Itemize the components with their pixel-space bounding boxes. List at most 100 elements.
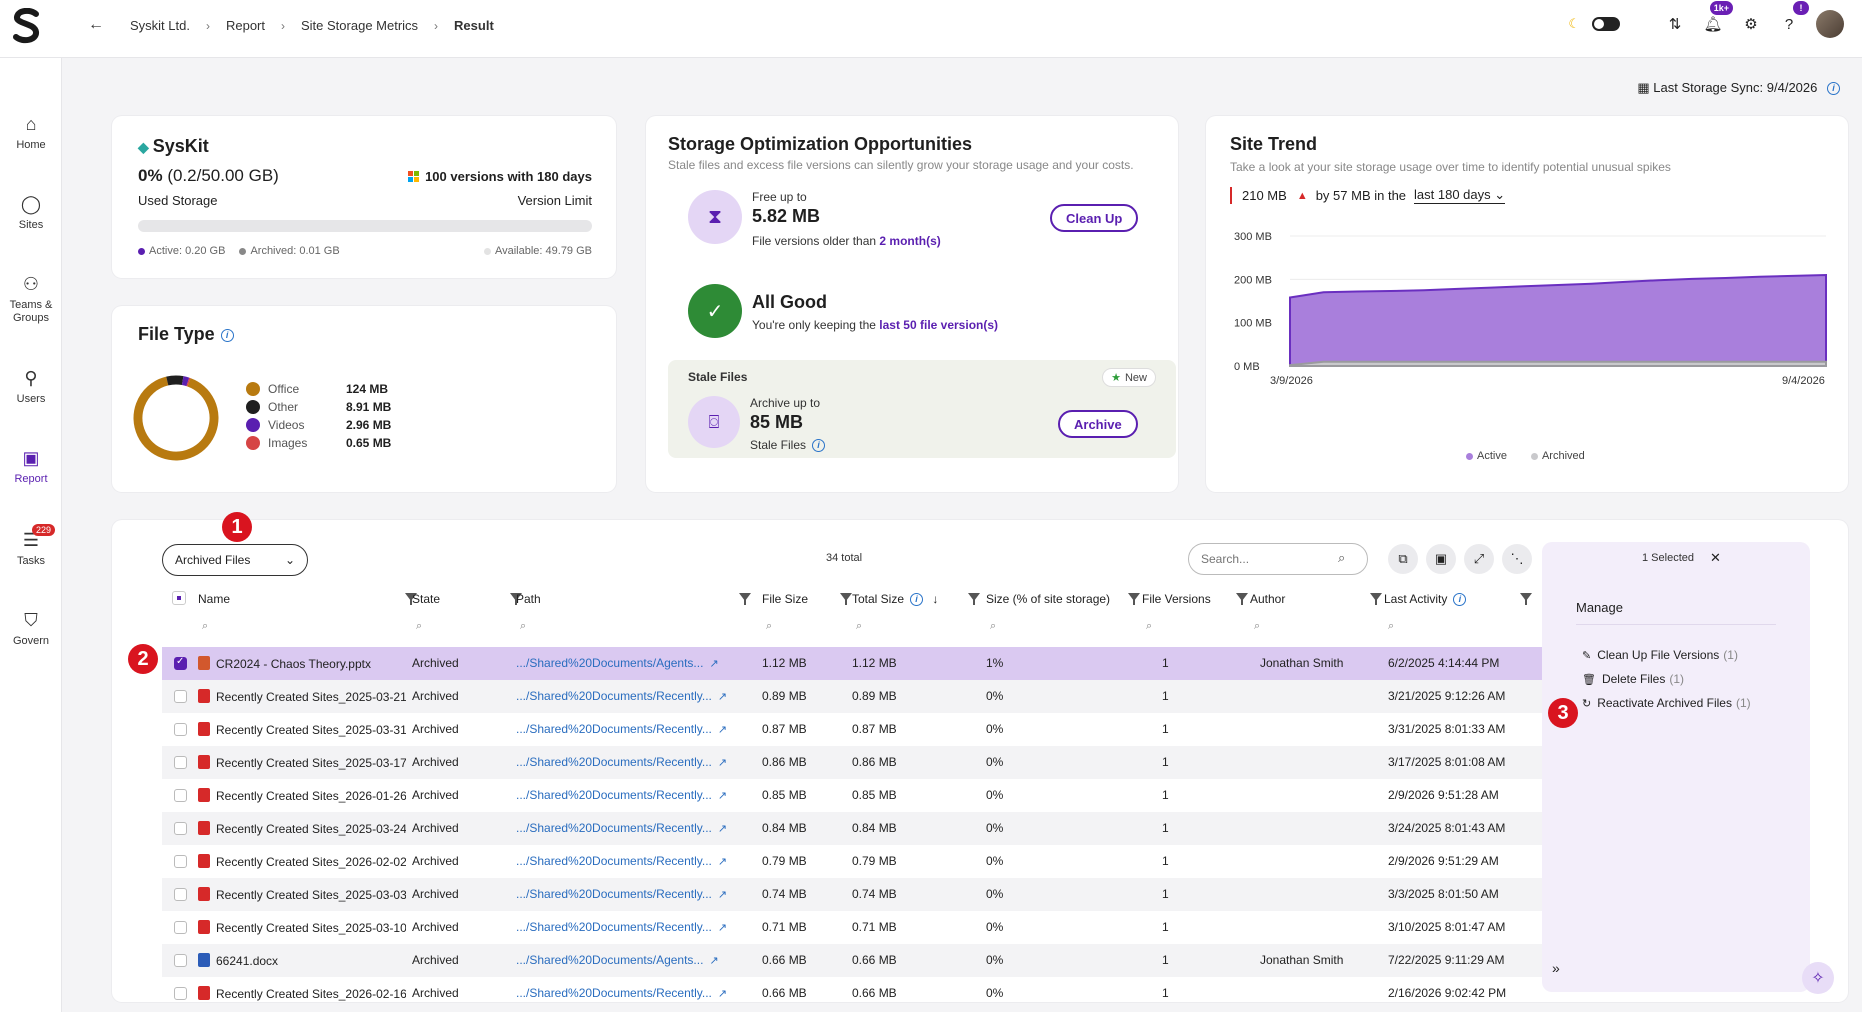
- save-icon[interactable]: ▣: [1426, 544, 1456, 574]
- cell-path[interactable]: .../Shared%20Documents/Recently... ↗: [516, 821, 728, 835]
- cell-name[interactable]: Recently Created Sites_2025-03-17.pd: [198, 755, 406, 770]
- sidebar-item-sites[interactable]: ◯ Sites: [0, 194, 62, 231]
- info-icon[interactable]: i: [910, 593, 924, 607]
- row-checkbox[interactable]: [174, 921, 187, 934]
- column-total-size[interactable]: Total Size i ↓: [852, 592, 939, 607]
- cell-path[interactable]: .../Shared%20Documents/Recently... ↗: [516, 920, 728, 934]
- cell-path[interactable]: .../Shared%20Documents/Recently... ↗: [516, 887, 728, 901]
- external-link-icon[interactable]: ↗: [717, 988, 728, 1000]
- external-link-icon[interactable]: ↗: [717, 790, 728, 802]
- reactivate-archived-action[interactable]: ↻ Reactivate Archived Files (1): [1582, 696, 1751, 710]
- sync-arrows-icon[interactable]: ⇅: [1668, 16, 1682, 33]
- column-search-icon[interactable]: ⌕: [1254, 620, 1261, 632]
- table-row[interactable]: Recently Created Sites_2025-03-03.pd Arch…: [162, 878, 1642, 911]
- delete-files-action[interactable]: 🗑︎ Delete Files (1): [1582, 672, 1684, 686]
- row-checkbox[interactable]: [174, 855, 187, 868]
- close-icon[interactable]: ✕: [1710, 550, 1721, 565]
- view-dropdown[interactable]: Archived Files ⌄: [162, 544, 308, 576]
- table-row[interactable]: Recently Created Sites_2026-02-16.pd Arch…: [162, 977, 1642, 1010]
- info-icon[interactable]: i: [220, 328, 234, 342]
- external-link-icon[interactable]: ↗: [717, 724, 728, 736]
- column-search-icon[interactable]: ⌕: [520, 620, 527, 632]
- filter-icon[interactable]: [1236, 593, 1248, 605]
- cell-name[interactable]: Recently Created Sites_2026-01-26.pd: [198, 788, 406, 803]
- column-file-size[interactable]: File Size: [762, 592, 809, 606]
- column-file-versions[interactable]: File Versions: [1142, 592, 1211, 606]
- breadcrumb-item-metrics[interactable]: Site Storage Metrics: [301, 18, 419, 33]
- cell-path[interactable]: .../Shared%20Documents/Recently... ↗: [516, 755, 728, 769]
- column-path[interactable]: Path: [516, 592, 541, 606]
- external-link-icon[interactable]: ↗: [717, 823, 728, 835]
- row-checkbox[interactable]: [174, 789, 187, 802]
- table-row[interactable]: 66241.docx Archived .../Shared%20Documents…: [162, 944, 1642, 977]
- cell-name[interactable]: Recently Created Sites_2025-03-31.pd: [198, 722, 406, 737]
- column-state[interactable]: State: [412, 592, 441, 606]
- cell-path[interactable]: .../Shared%20Documents/Agents... ↗: [516, 953, 719, 967]
- cell-name[interactable]: 66241.docx: [198, 953, 406, 968]
- select-all-checkbox[interactable]: [172, 591, 186, 605]
- table-row[interactable]: CR2024 - Chaos Theory.pptx Archived .../Sh…: [162, 647, 1642, 680]
- sidebar-item-users[interactable]: ⚲ Users: [0, 368, 62, 405]
- external-link-icon[interactable]: ↗: [717, 889, 728, 901]
- column-search-icon[interactable]: ⌕: [1388, 620, 1395, 632]
- table-row[interactable]: Recently Created Sites_2026-01-26.pd Arch…: [162, 779, 1642, 812]
- cell-path[interactable]: .../Shared%20Documents/Agents... ↗: [516, 656, 719, 670]
- column-search-icon[interactable]: ⌕: [202, 620, 209, 632]
- column-author[interactable]: Author: [1250, 592, 1286, 606]
- info-icon[interactable]: i: [1827, 82, 1840, 96]
- user-avatar[interactable]: [1816, 10, 1844, 38]
- column-search-icon[interactable]: ⌕: [766, 620, 773, 632]
- archive-button[interactable]: Archive: [1058, 410, 1138, 438]
- cell-name[interactable]: Recently Created Sites_2026-02-02.pd: [198, 854, 406, 869]
- sidebar-item-teams-groups[interactable]: ⚇ Teams & Groups: [0, 274, 62, 325]
- filter-icon[interactable]: [1520, 593, 1532, 605]
- cell-name[interactable]: Recently Created Sites_2025-03-24.pd: [198, 821, 406, 836]
- clean-up-button[interactable]: Clean Up: [1050, 204, 1139, 232]
- filter-icon[interactable]: [1370, 593, 1382, 605]
- sidebar-item-home[interactable]: ⌂ Home: [0, 114, 62, 151]
- info-icon[interactable]: i: [1453, 593, 1467, 607]
- search-icon[interactable]: ⌕: [1338, 550, 1346, 565]
- table-row[interactable]: Recently Created Sites_2025-03-24.pd Arch…: [162, 812, 1642, 845]
- filter-icon[interactable]: [739, 593, 751, 605]
- row-checkbox[interactable]: [174, 723, 187, 736]
- help-icon[interactable]: ?!: [1776, 1, 1809, 37]
- column-search-icon[interactable]: ⌕: [416, 620, 423, 632]
- filter-icon[interactable]: [1128, 593, 1140, 605]
- back-arrow-icon[interactable]: ←: [88, 16, 104, 33]
- copy-icon[interactable]: ⧉: [1388, 544, 1418, 574]
- column-search-icon[interactable]: ⌕: [856, 620, 863, 632]
- filter-icon[interactable]: [968, 593, 980, 605]
- cell-path[interactable]: .../Shared%20Documents/Recently... ↗: [516, 722, 728, 736]
- column-last-activity[interactable]: Last Activity i: [1384, 592, 1467, 607]
- external-link-icon[interactable]: ↗: [717, 856, 728, 868]
- table-row[interactable]: Recently Created Sites_2026-02-02.pd Arch…: [162, 845, 1642, 878]
- ai-sparkle-icon[interactable]: ✧: [1802, 962, 1834, 994]
- external-link-icon[interactable]: ↗: [709, 955, 719, 967]
- table-row[interactable]: Recently Created Sites_2025-03-31.pd Arch…: [162, 713, 1642, 746]
- expand-icon[interactable]: ⤢: [1464, 544, 1494, 574]
- external-link-icon[interactable]: ↗: [717, 757, 728, 769]
- row-checkbox[interactable]: [174, 954, 187, 967]
- syskit-logo-icon[interactable]: [10, 8, 44, 44]
- row-checkbox[interactable]: [174, 822, 187, 835]
- table-row[interactable]: Recently Created Sites_2025-03-10.pd Arch…: [162, 911, 1642, 944]
- cell-name[interactable]: Recently Created Sites_2025-03-10.pd: [198, 920, 406, 935]
- column-search-icon[interactable]: ⌕: [990, 620, 997, 632]
- versions-age-link[interactable]: 2 month(s): [879, 234, 941, 248]
- external-link-icon[interactable]: ↗: [709, 658, 719, 670]
- filter-icon[interactable]: [510, 593, 522, 605]
- column-search-icon[interactable]: ⌕: [1146, 620, 1153, 632]
- table-row[interactable]: Recently Created Sites_2025-03-21.pd Arch…: [162, 680, 1642, 713]
- sidebar-item-tasks[interactable]: ☰ 229 Tasks: [0, 524, 62, 567]
- double-chevron-right-icon[interactable]: »: [1552, 960, 1560, 976]
- external-link-icon[interactable]: ↗: [717, 691, 728, 703]
- cell-name[interactable]: Recently Created Sites_2026-02-16.pd: [198, 986, 406, 1001]
- breadcrumb-item-company[interactable]: Syskit Ltd.: [130, 18, 190, 33]
- cell-path[interactable]: .../Shared%20Documents/Recently... ↗: [516, 788, 728, 802]
- cell-name[interactable]: CR2024 - Chaos Theory.pptx: [198, 656, 406, 671]
- cell-name[interactable]: Recently Created Sites_2025-03-03.pd: [198, 887, 406, 902]
- sort-down-icon[interactable]: ↓: [932, 592, 939, 606]
- row-checkbox[interactable]: [174, 987, 187, 1000]
- period-dropdown[interactable]: last 180 days ⌄: [1414, 187, 1506, 204]
